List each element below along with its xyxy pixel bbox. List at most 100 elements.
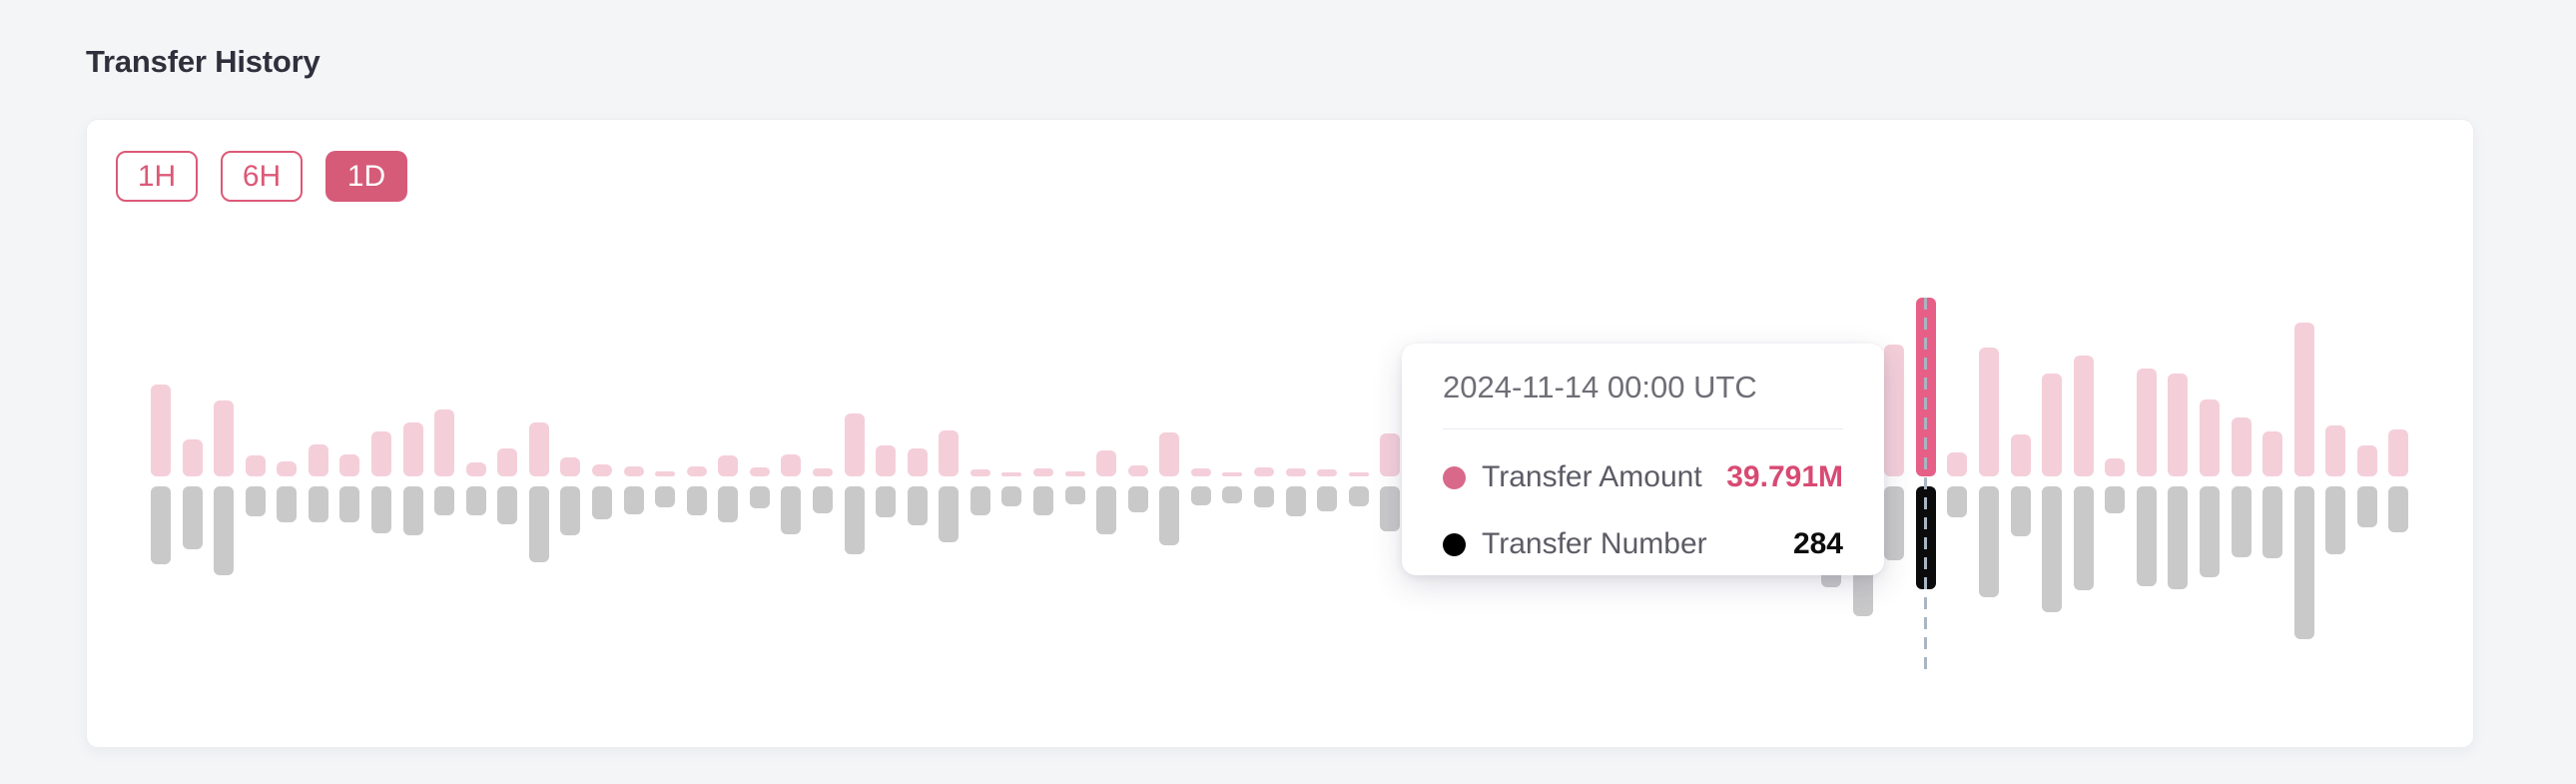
amount-bar[interactable] — [1159, 431, 1180, 476]
amount-bar[interactable] — [655, 471, 676, 476]
number-bar[interactable] — [339, 486, 360, 522]
number-bar[interactable] — [1064, 486, 1085, 505]
number-bar[interactable] — [182, 486, 203, 550]
amount-bar[interactable] — [497, 448, 518, 476]
amount-bar[interactable] — [2073, 355, 2094, 476]
number-bar[interactable] — [1222, 486, 1243, 504]
range-button-6h[interactable]: 6H — [221, 151, 303, 202]
amount-bar[interactable] — [151, 384, 171, 476]
amount-bar[interactable] — [2325, 425, 2346, 476]
amount-bar[interactable] — [2168, 373, 2189, 476]
number-bar[interactable] — [402, 486, 423, 535]
number-bar[interactable] — [560, 486, 581, 535]
amount-bar[interactable] — [214, 399, 235, 476]
amount-bar[interactable] — [2042, 373, 2063, 476]
amount-bar[interactable] — [1253, 467, 1274, 476]
amount-bar[interactable] — [1317, 468, 1338, 476]
amount-bar[interactable] — [1222, 471, 1243, 476]
amount-bar[interactable] — [2293, 323, 2314, 476]
number-bar[interactable] — [1253, 486, 1274, 508]
amount-bar[interactable] — [718, 454, 739, 476]
number-bar[interactable] — [1159, 486, 1180, 546]
number-bar[interactable] — [497, 486, 518, 525]
number-bar[interactable] — [2168, 486, 2189, 589]
amount-bar[interactable] — [339, 453, 360, 476]
number-bar[interactable] — [2356, 486, 2377, 527]
number-bar[interactable] — [245, 486, 266, 517]
number-bar[interactable] — [2231, 486, 2252, 558]
amount-bar[interactable] — [2200, 399, 2221, 476]
amount-bar[interactable] — [1348, 472, 1369, 476]
number-bar[interactable] — [2293, 486, 2314, 640]
amount-bar[interactable] — [2356, 444, 2377, 476]
number-bar[interactable] — [907, 486, 928, 526]
number-bar[interactable] — [655, 486, 676, 508]
number-bar[interactable] — [749, 486, 770, 509]
number-bar[interactable] — [1979, 486, 2000, 597]
amount-bar[interactable] — [370, 431, 391, 476]
amount-bar[interactable] — [402, 422, 423, 476]
amount-bar[interactable] — [1127, 465, 1148, 476]
number-bar[interactable] — [2105, 486, 2126, 513]
number-bar[interactable] — [2136, 486, 2157, 587]
amount-bar[interactable] — [1285, 467, 1306, 476]
amount-bar[interactable] — [308, 444, 328, 476]
amount-bar[interactable] — [1096, 449, 1117, 476]
amount-bar[interactable] — [2262, 431, 2283, 476]
number-bar[interactable] — [969, 486, 990, 515]
amount-bar[interactable] — [1947, 452, 1968, 476]
number-bar[interactable] — [623, 486, 644, 514]
amount-bar[interactable] — [686, 466, 707, 476]
number-bar[interactable] — [214, 486, 235, 575]
amount-bar[interactable] — [812, 467, 833, 476]
number-bar[interactable] — [812, 486, 833, 513]
number-bar[interactable] — [718, 486, 739, 522]
amount-bar[interactable] — [277, 461, 298, 476]
amount-bar[interactable] — [2105, 458, 2126, 476]
number-bar[interactable] — [1380, 486, 1401, 531]
number-bar[interactable] — [370, 486, 391, 534]
amount-bar[interactable] — [434, 408, 455, 476]
number-bar[interactable] — [1001, 486, 1022, 506]
amount-bar[interactable] — [1064, 471, 1085, 476]
number-bar[interactable] — [1190, 486, 1211, 505]
number-bar[interactable] — [465, 486, 486, 515]
amount-bar[interactable] — [969, 468, 990, 476]
number-bar[interactable] — [1884, 486, 1905, 560]
number-bar[interactable] — [591, 486, 612, 519]
amount-bar[interactable] — [844, 413, 865, 476]
number-bar[interactable] — [1947, 486, 1968, 517]
amount-bar[interactable] — [1979, 347, 2000, 476]
amount-bar[interactable] — [560, 457, 581, 476]
amount-bar[interactable] — [2010, 434, 2031, 476]
amount-bar[interactable] — [939, 430, 960, 476]
amount-bar[interactable] — [876, 444, 897, 476]
range-button-1d[interactable]: 1D — [325, 151, 407, 202]
amount-bar[interactable] — [591, 463, 612, 476]
number-bar[interactable] — [2010, 486, 2031, 537]
number-bar[interactable] — [528, 486, 549, 563]
amount-bar[interactable] — [2388, 429, 2409, 476]
number-bar[interactable] — [1127, 486, 1148, 513]
number-bar[interactable] — [1096, 486, 1117, 534]
number-bar[interactable] — [1032, 486, 1053, 515]
amount-bar[interactable] — [1884, 345, 1905, 476]
amount-bar[interactable] — [1190, 467, 1211, 476]
number-bar[interactable] — [1348, 486, 1369, 506]
number-bar[interactable] — [2388, 486, 2409, 533]
number-bar[interactable] — [2200, 486, 2221, 578]
amount-bar[interactable] — [1001, 471, 1022, 476]
number-bar[interactable] — [434, 486, 455, 515]
amount-bar[interactable] — [245, 454, 266, 476]
amount-bar[interactable] — [907, 448, 928, 476]
amount-bar[interactable] — [2231, 417, 2252, 476]
range-button-1h[interactable]: 1H — [116, 151, 198, 202]
amount-bar[interactable] — [749, 467, 770, 476]
number-bar[interactable] — [844, 486, 865, 554]
number-bar[interactable] — [2325, 486, 2346, 554]
number-bar[interactable] — [939, 486, 960, 542]
number-bar[interactable] — [151, 486, 171, 564]
number-bar[interactable] — [1285, 486, 1306, 517]
amount-bar[interactable] — [528, 422, 549, 476]
number-bar[interactable] — [781, 486, 802, 534]
